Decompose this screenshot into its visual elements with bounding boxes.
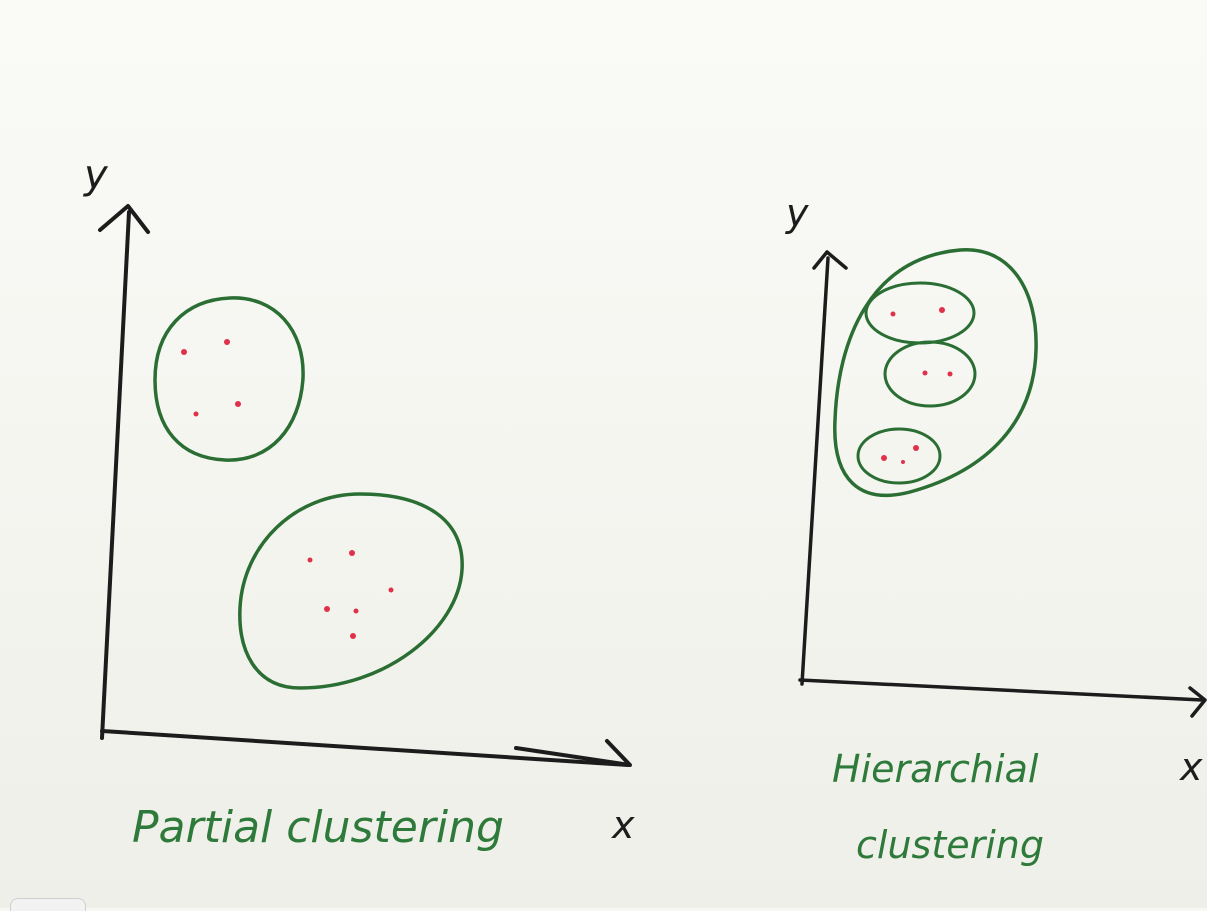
right-caption-line-2: clustering: [856, 823, 1044, 867]
left-panel: y x Partial clustering: [83, 152, 635, 853]
data-point: [939, 307, 945, 313]
left-cluster-1-outline: [153, 296, 305, 462]
right-subcluster-3-outline: [856, 427, 942, 485]
data-point: [913, 445, 919, 451]
data-point: [947, 371, 953, 377]
right-panel: y x Hierarchial clustering: [785, 191, 1207, 867]
data-point: [181, 349, 187, 355]
data-point: [881, 455, 887, 461]
right-subcluster-2-points: [922, 370, 953, 377]
data-point: [922, 370, 928, 376]
left-y-axis: [100, 210, 131, 740]
right-x-axis: [798, 678, 1204, 702]
data-point: [235, 401, 241, 407]
left-y-axis-label: y: [83, 152, 109, 198]
left-caption: Partial clustering: [132, 802, 504, 853]
right-subcluster-2-outline: [883, 340, 977, 408]
left-cluster-2-outline: [238, 492, 464, 690]
data-point: [224, 339, 230, 345]
viewer-corner-tab: [10, 898, 86, 911]
right-x-axis-label: x: [1179, 745, 1203, 789]
right-outer-cluster-outline: [833, 248, 1038, 498]
left-cluster-1-points: [181, 339, 241, 417]
left-x-axis: [100, 729, 630, 767]
right-subcluster-3-points: [881, 445, 919, 464]
left-x-axis-label: x: [611, 803, 635, 847]
data-point: [350, 633, 356, 639]
right-y-axis-label: y: [785, 191, 809, 235]
data-point: [193, 411, 199, 417]
left-x-axis-arrowhead: [514, 739, 632, 767]
right-subcluster-1-outline: [864, 281, 976, 345]
data-point: [388, 587, 394, 593]
left-cluster-2-points: [307, 550, 394, 639]
right-y-axis-arrowhead: [812, 250, 848, 270]
data-point: [307, 557, 313, 563]
right-x-axis-arrowhead: [1188, 686, 1207, 718]
right-caption-line-1: Hierarchial: [832, 747, 1039, 791]
data-point: [353, 608, 359, 614]
left-y-axis-arrowhead: [98, 204, 150, 234]
data-point: [890, 311, 896, 317]
data-point: [901, 460, 905, 464]
right-y-axis: [800, 256, 830, 686]
data-point: [349, 550, 355, 556]
data-point: [324, 606, 330, 612]
right-subcluster-1-points: [890, 307, 945, 317]
